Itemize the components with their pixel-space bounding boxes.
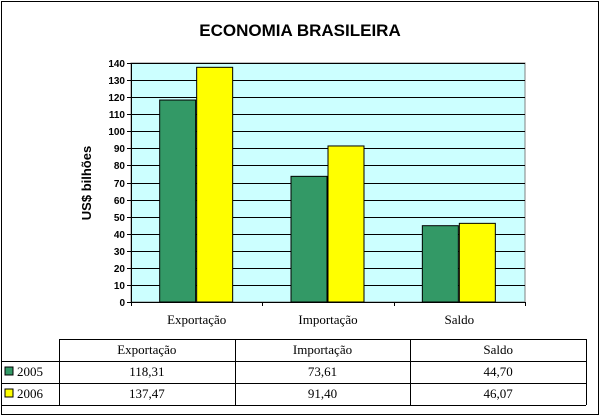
y-tick-label: 40 (114, 230, 126, 241)
bar-2005-0 (159, 99, 197, 303)
legend-label: 2006 (17, 386, 44, 401)
y-tick-label: 140 (108, 59, 125, 70)
y-tick-label: 110 (109, 110, 126, 121)
y-tick-label: 70 (114, 179, 126, 190)
table-cell: 91,40 (308, 386, 337, 401)
table-cell: 73,61 (308, 364, 337, 379)
bar-2005-2 (421, 225, 459, 303)
table-header: Saldo (483, 342, 513, 357)
legend-swatch-2005 (4, 366, 14, 376)
bar-2006-2 (458, 222, 496, 303)
y-tick-label: 100 (108, 127, 125, 138)
y-tick-label: 50 (114, 213, 126, 224)
y-tick-label: 0 (119, 298, 125, 309)
table-cell: 118,31 (129, 364, 164, 379)
table-cell: 137,47 (129, 386, 165, 401)
legend-swatch-2006 (4, 388, 14, 398)
x-tick-label: Exportação (167, 312, 226, 327)
chart-title: ECONOMIA BRASILEIRA (199, 21, 401, 40)
x-tick-label: Saldo (445, 312, 475, 327)
y-tick-label: 10 (114, 281, 126, 292)
y-tick-label: 20 (114, 264, 126, 275)
y-tick-label: 130 (108, 76, 125, 87)
bar-2005-1 (290, 175, 328, 303)
y-tick-label: 120 (108, 93, 125, 104)
y-tick-label: 30 (114, 247, 126, 258)
y-tick-label: 90 (114, 144, 126, 155)
table-cell: 44,70 (484, 364, 513, 379)
y-axis-label: US$ bilhões (79, 146, 94, 220)
y-tick-label: 80 (114, 161, 126, 172)
x-tick-label: Importação (298, 312, 357, 327)
table-header: Exportação (117, 342, 176, 357)
bar-2006-0 (196, 66, 234, 303)
y-tick-label: 60 (114, 196, 126, 207)
table-cell: 46,07 (484, 386, 514, 401)
bar-2006-1 (327, 145, 365, 303)
legend-label: 2005 (17, 364, 43, 379)
table-header: Importação (293, 342, 352, 357)
